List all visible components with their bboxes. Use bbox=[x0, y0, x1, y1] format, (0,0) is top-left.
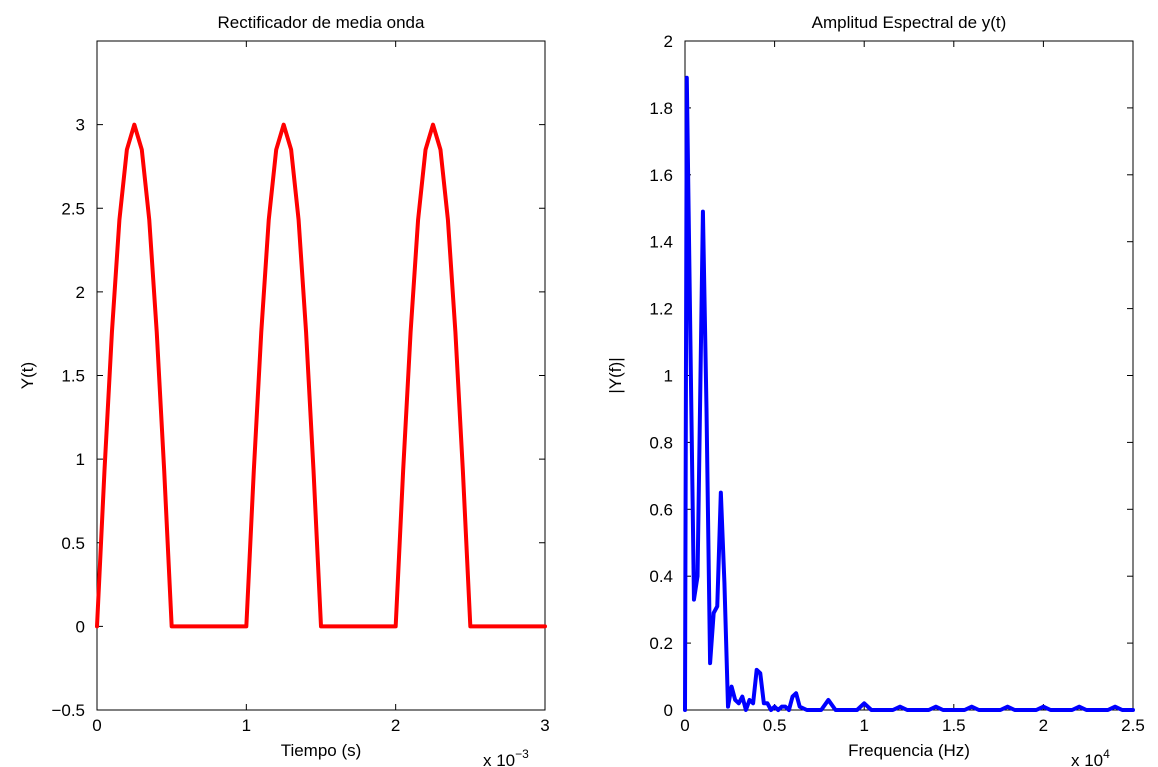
y-tick-label: 0 bbox=[664, 701, 673, 720]
y-axis-label: |Y(f)| bbox=[606, 357, 625, 393]
y-tick-label: 1 bbox=[76, 450, 85, 469]
y-tick-label: 2 bbox=[664, 32, 673, 51]
x-tick-label: 3 bbox=[540, 716, 549, 735]
spectrum-axes: 0 0.5 1 1.5 2 2.5 0 0.2 0.4 0.6 0.8 1 1.2 1.4 1.6 1.8 2 A… bbox=[606, 13, 1145, 767]
x-axis-label: Tiempo (s) bbox=[281, 741, 362, 760]
chart-title: Amplitud Espectral de y(t) bbox=[812, 13, 1007, 32]
x-tick-label: 1 bbox=[859, 716, 868, 735]
x-tick-label: 0 bbox=[92, 716, 101, 735]
x-axis-label: Frequencia (Hz) bbox=[848, 741, 970, 760]
x-tick-label: 1 bbox=[242, 716, 251, 735]
x-multiplier-exponent: 4 bbox=[1103, 747, 1110, 761]
x-axis-multiplier: x 104 bbox=[1071, 747, 1110, 767]
time-domain-axes: 0 1 2 3 −0.5 0 0.5 1 1.5 2 2.5 3 Rectificador de med… bbox=[18, 13, 550, 767]
y-tick-label: 1.6 bbox=[649, 166, 673, 185]
x-tick-label: 1.5 bbox=[942, 716, 966, 735]
y-tick-label: 1.4 bbox=[649, 233, 673, 252]
y-tick-label: 3 bbox=[76, 116, 85, 135]
x-tick-label: 0.5 bbox=[763, 716, 787, 735]
x-multiplier-base: x 10 bbox=[483, 751, 515, 767]
y-tick-label: −0.5 bbox=[51, 701, 85, 720]
y-tick-label: 1.2 bbox=[649, 300, 673, 319]
x-axis-multiplier: x 10−3 bbox=[483, 747, 529, 767]
series-line bbox=[683, 75, 1135, 712]
y-tick-label: 2 bbox=[76, 283, 85, 302]
y-tick-label: 1.8 bbox=[649, 99, 673, 118]
chart-title: Rectificador de media onda bbox=[218, 13, 426, 32]
x-tick-label: 2 bbox=[391, 716, 400, 735]
y-axis-label: Y(t) bbox=[18, 362, 37, 389]
series-line bbox=[95, 122, 547, 629]
y-tick-label: 1 bbox=[664, 367, 673, 386]
y-tick-label: 0.4 bbox=[649, 567, 673, 586]
y-tick-label: 0.6 bbox=[649, 500, 673, 519]
y-tick-label: 0.5 bbox=[61, 534, 85, 553]
x-tick-label: 2.5 bbox=[1121, 716, 1145, 735]
plot-frame bbox=[684, 40, 1134, 711]
y-tick-label: 0.8 bbox=[649, 433, 673, 452]
x-multiplier-exponent: −3 bbox=[515, 747, 529, 761]
y-tick-label: 2.5 bbox=[61, 199, 85, 218]
y-tick-label: 0 bbox=[76, 617, 85, 636]
x-multiplier-base: x 10 bbox=[1071, 751, 1103, 767]
x-tick-label: 2 bbox=[1039, 716, 1048, 735]
x-tick-label: 0 bbox=[680, 716, 689, 735]
y-tick-label: 1.5 bbox=[61, 367, 85, 386]
y-tick-label: 0.2 bbox=[649, 634, 673, 653]
